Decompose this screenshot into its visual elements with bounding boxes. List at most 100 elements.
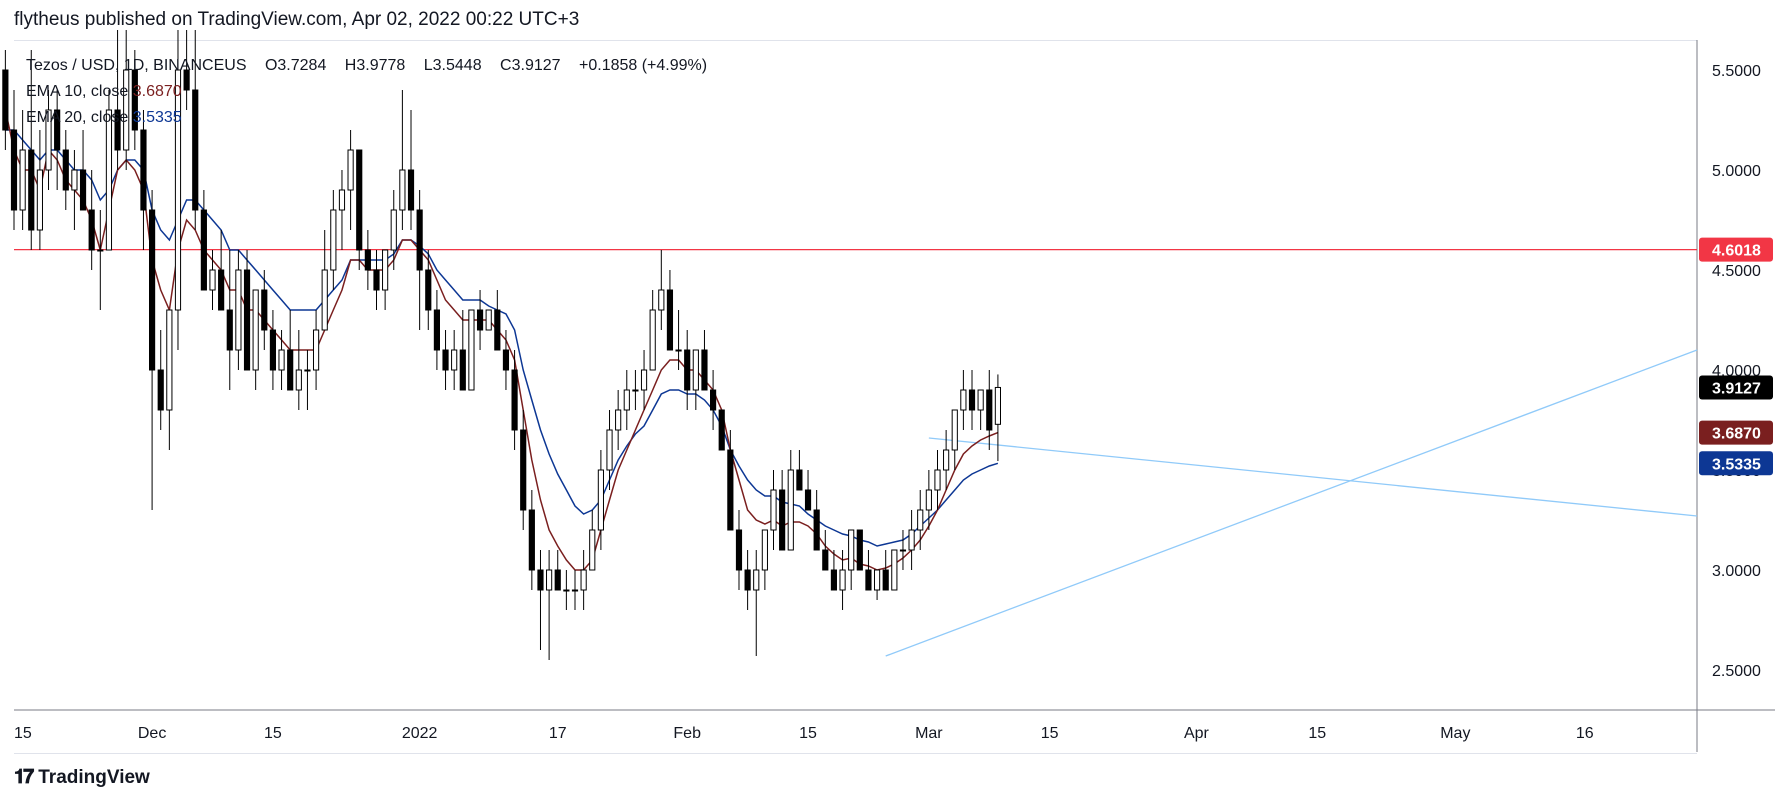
candle-body-27 <box>235 269 242 351</box>
candle-body-36 <box>312 329 320 371</box>
candle-body-11 <box>97 249 104 252</box>
candle-body-59 <box>511 369 518 431</box>
candle-body-75 <box>649 309 656 371</box>
candle-body-95 <box>822 549 829 571</box>
ema20-line <box>5 129 999 547</box>
low-value: L3.5448 <box>423 57 482 74</box>
candle-body-70 <box>606 429 613 471</box>
symbol-label[interactable]: Tezos / USD, 1D, BINANCEUS <box>26 57 247 74</box>
ema20-row[interactable]: EMA 20, close 3.5335 <box>26 105 707 131</box>
x-tick-label-11: May <box>1440 725 1470 742</box>
price-tag-bg-3 <box>1699 451 1773 476</box>
candle-body-33 <box>287 349 294 391</box>
price-tag-bg-1 <box>1699 375 1773 400</box>
candle-body-3 <box>28 149 35 231</box>
chart-legend: Tezos / USD, 1D, BINANCEUS O3.7284 H3.97… <box>26 53 707 131</box>
candle-body-80 <box>692 349 699 391</box>
candle-body-29 <box>252 289 259 371</box>
candle-body-25 <box>218 269 225 311</box>
candle-body-55 <box>476 309 484 331</box>
candle-body-104 <box>899 549 907 552</box>
candle-body-12 <box>105 109 113 251</box>
candle-body-90 <box>779 489 786 551</box>
ema10-row[interactable]: EMA 10, close 3.6870 <box>26 79 707 105</box>
candle-body-39 <box>338 189 346 211</box>
x-tick-label-6: 15 <box>799 725 817 742</box>
candle-body-19 <box>166 309 173 411</box>
candle-body-108 <box>934 469 941 491</box>
tradingview-logo-text: TradingView <box>38 766 150 788</box>
candle-body-81 <box>701 349 708 391</box>
candle-body-16 <box>140 129 147 211</box>
price-tag-bg-0 <box>1699 237 1773 262</box>
candle-body-107 <box>925 489 932 511</box>
candle-body-86 <box>744 569 751 591</box>
candle-body-43 <box>373 269 380 291</box>
candle-body-114 <box>986 389 993 431</box>
candle-body-50 <box>433 309 440 351</box>
candle-body-60 <box>520 429 527 511</box>
x-tick-label-5: Feb <box>673 725 701 742</box>
candle-body-5 <box>45 109 52 171</box>
candle-body-63 <box>546 569 553 591</box>
publisher-header: flytheus published on TradingView.com, A… <box>14 9 580 30</box>
candle-body-88 <box>761 529 768 571</box>
candle-body-84 <box>727 449 734 531</box>
x-tick-label-0: 15 <box>14 725 32 742</box>
candle-body-100 <box>865 569 872 591</box>
candle-body-21 <box>183 69 190 91</box>
candle-body-72 <box>623 389 630 411</box>
candle-body-99 <box>856 529 863 571</box>
candle-body-18 <box>157 369 164 411</box>
ema20-label: EMA 20, close <box>26 109 129 126</box>
candle-body-14 <box>123 69 130 151</box>
x-tick-label-1: Dec <box>138 725 166 742</box>
candle-body-96 <box>830 569 838 591</box>
candle-body-97 <box>839 569 846 591</box>
candle-body-66 <box>571 589 579 592</box>
x-tick-label-2: 15 <box>264 725 282 742</box>
candle-body-24 <box>209 269 216 291</box>
chart-frame <box>14 40 1697 754</box>
price-tag-0: 4.6018 <box>1699 237 1773 262</box>
tradingview-logo[interactable]: 𝟏𝟕 TradingView <box>14 766 150 789</box>
candle-body-23 <box>200 209 207 291</box>
candle-body-87 <box>753 569 760 591</box>
candle-body-28 <box>243 269 251 371</box>
ema10-value: 3.6870 <box>132 83 182 100</box>
candle-body-109 <box>943 449 950 471</box>
candle-body-74 <box>640 369 648 391</box>
candle-body-48 <box>416 209 423 271</box>
price-tag-text-3: 3.5335 <box>1712 456 1761 473</box>
candle-body-6 <box>54 109 61 151</box>
candle-body-20 <box>174 69 182 311</box>
candle-body-45 <box>390 209 397 251</box>
candle-body-32 <box>278 349 285 371</box>
tradingview-logo-icon: 𝟏𝟕 <box>14 766 34 788</box>
candle-body-93 <box>804 489 812 511</box>
y-tick-label-6: 5.5000 <box>1712 63 1761 80</box>
y-tick-label-4: 4.5000 <box>1712 263 1761 280</box>
price-tag-text-2: 3.6870 <box>1712 426 1761 443</box>
y-tick-label-1: 3.0000 <box>1712 563 1761 580</box>
candle-body-115 <box>994 386 1001 425</box>
candle-body-47 <box>407 169 415 211</box>
price-tag-text-0: 4.6018 <box>1712 243 1761 260</box>
x-tick-label-9: Apr <box>1184 725 1210 742</box>
x-tick-label-10: 15 <box>1308 725 1326 742</box>
x-tick-label-8: 15 <box>1041 725 1059 742</box>
candle-body-38 <box>330 209 337 271</box>
candle-body-40 <box>347 149 354 191</box>
x-tick-label-7: Mar <box>915 725 943 742</box>
candle-body-46 <box>399 169 406 211</box>
candle-body-15 <box>131 69 138 131</box>
candle-body-49 <box>425 269 432 311</box>
candle-body-67 <box>580 569 587 591</box>
candle-body-54 <box>468 309 475 391</box>
candle-body-44 <box>382 249 389 291</box>
candle-body-82 <box>710 389 717 411</box>
candle-body-94 <box>813 509 820 551</box>
candle-body-78 <box>675 349 682 352</box>
price-tag-1: 3.9127 <box>1699 375 1773 400</box>
